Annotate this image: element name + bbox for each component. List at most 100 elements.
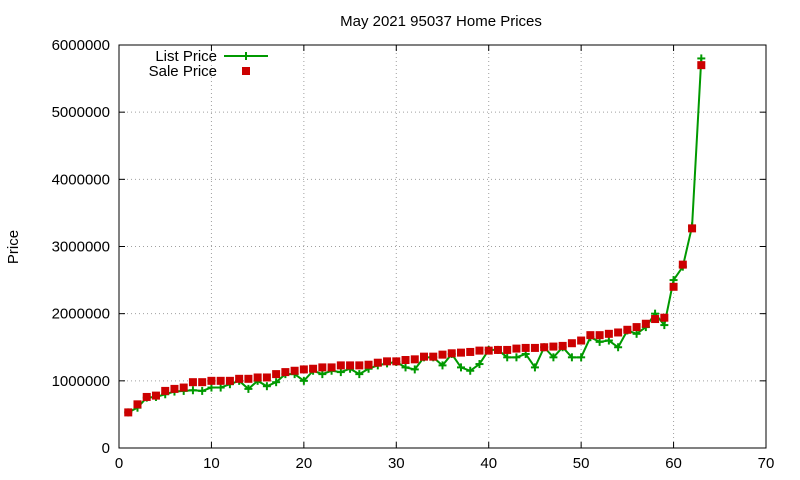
list-price-point [595,337,604,346]
legend-label-list-price: List Price [155,48,217,65]
sale-price-point [383,357,392,366]
sale-price-point [604,329,613,338]
x-tick-label: 10 [203,455,220,472]
legend-label-sale-price: Sale Price [149,63,217,80]
sale-price-point [484,346,493,355]
legend-square [242,67,250,75]
list-price-point [697,54,706,63]
sale-price-point [577,336,586,345]
sale-price-point [410,355,419,364]
plot-frame [118,44,767,449]
sale-price-point [567,339,576,348]
sale-price-point [623,325,632,334]
sale-price-point [632,323,641,332]
list-price-point [660,321,669,330]
list-price-point [503,353,512,362]
list-price-point [198,386,207,395]
sale-price-point [475,346,484,355]
sale-price-point [161,386,170,395]
legend-sale-price-sample [242,67,250,75]
chart-title: May 2021 95037 Home Prices [340,13,542,30]
series-layer [124,54,706,417]
sale-price-point [549,342,558,351]
list-price-point [188,386,197,395]
list-price-point [262,382,271,391]
list-price-point [614,343,623,352]
list-price-point [438,361,447,370]
sale-price-point [660,313,669,322]
y-tick-label: 0 [102,440,110,457]
x-tick-label: 50 [573,455,590,472]
sale-price-point [262,373,271,382]
x-tick-label: 30 [388,455,405,472]
list-price-point [567,353,576,362]
x-tick-label: 20 [296,455,313,472]
y-tick-label: 5000000 [52,104,110,121]
list-price-point [299,376,308,385]
list-price-point [410,365,419,374]
sale-price-point [447,349,456,358]
sale-price-point [318,363,327,372]
list-price-point [456,363,465,372]
list-price-point [632,329,641,338]
sale-price-point [558,341,567,350]
sale-price-point [697,61,706,70]
list-price-point [336,368,345,377]
sale-price-point [392,357,401,366]
sale-price-point [133,400,142,409]
sale-price-point [336,361,345,370]
legend: List Price Sale Price [149,48,268,80]
x-tick-label: 40 [480,455,497,472]
sale-price-point [503,345,512,354]
tick-labels: 0 10 20 30 40 50 60 70 0 1000000 2000000 3000000 400… [52,37,775,472]
sale-price-point [290,366,299,375]
y-tick-label: 4000000 [52,171,110,188]
sale-price-point [346,361,355,370]
sale-price-point [586,331,595,340]
y-tick-label: 3000000 [52,239,110,256]
sale-price-point [420,352,429,361]
sale-price-point [188,378,197,387]
sale-price-point [299,365,308,374]
sale-price-point [327,363,336,372]
sale-price-point [688,224,697,233]
y-tick-label: 1000000 [52,373,110,390]
list-price-point [401,363,410,372]
sale-price-point [678,260,687,269]
list-price-point [530,363,539,372]
list-price-point [669,276,678,285]
y-tick-label: 6000000 [52,37,110,54]
sale-price-point [540,343,549,352]
sale-price-point [466,347,475,356]
sale-price-point [512,344,521,353]
sale-price-point [355,361,364,370]
list-price-point [577,353,586,362]
sale-price-point [170,384,179,393]
sale-price-point [493,345,502,354]
y-axis-label: Price [5,230,22,264]
sale-price-point [530,343,539,352]
sale-price-point [207,376,216,385]
sale-price-point [364,360,373,369]
sale-price-point [124,408,133,417]
sale-price-point [179,383,188,392]
list-price-point [466,366,475,375]
sale-price-point [244,374,253,383]
sale-price-point [438,350,447,359]
sale-price-point [225,376,234,385]
sale-price-point [456,348,465,357]
sale-price-point [216,376,225,385]
sale-price-point [151,391,160,400]
sale-price-point [595,331,604,340]
sale-price-point [142,392,151,401]
sale-price-point [235,374,244,383]
list-price-point [549,353,558,362]
sale-price-point [272,370,281,379]
x-tick-label: 0 [115,455,123,472]
sale-price-point [614,328,623,337]
sale-price-point [429,352,438,361]
list-price-point [318,370,327,379]
legend-list-price-sample [224,52,268,60]
sale-price-point [651,315,660,324]
